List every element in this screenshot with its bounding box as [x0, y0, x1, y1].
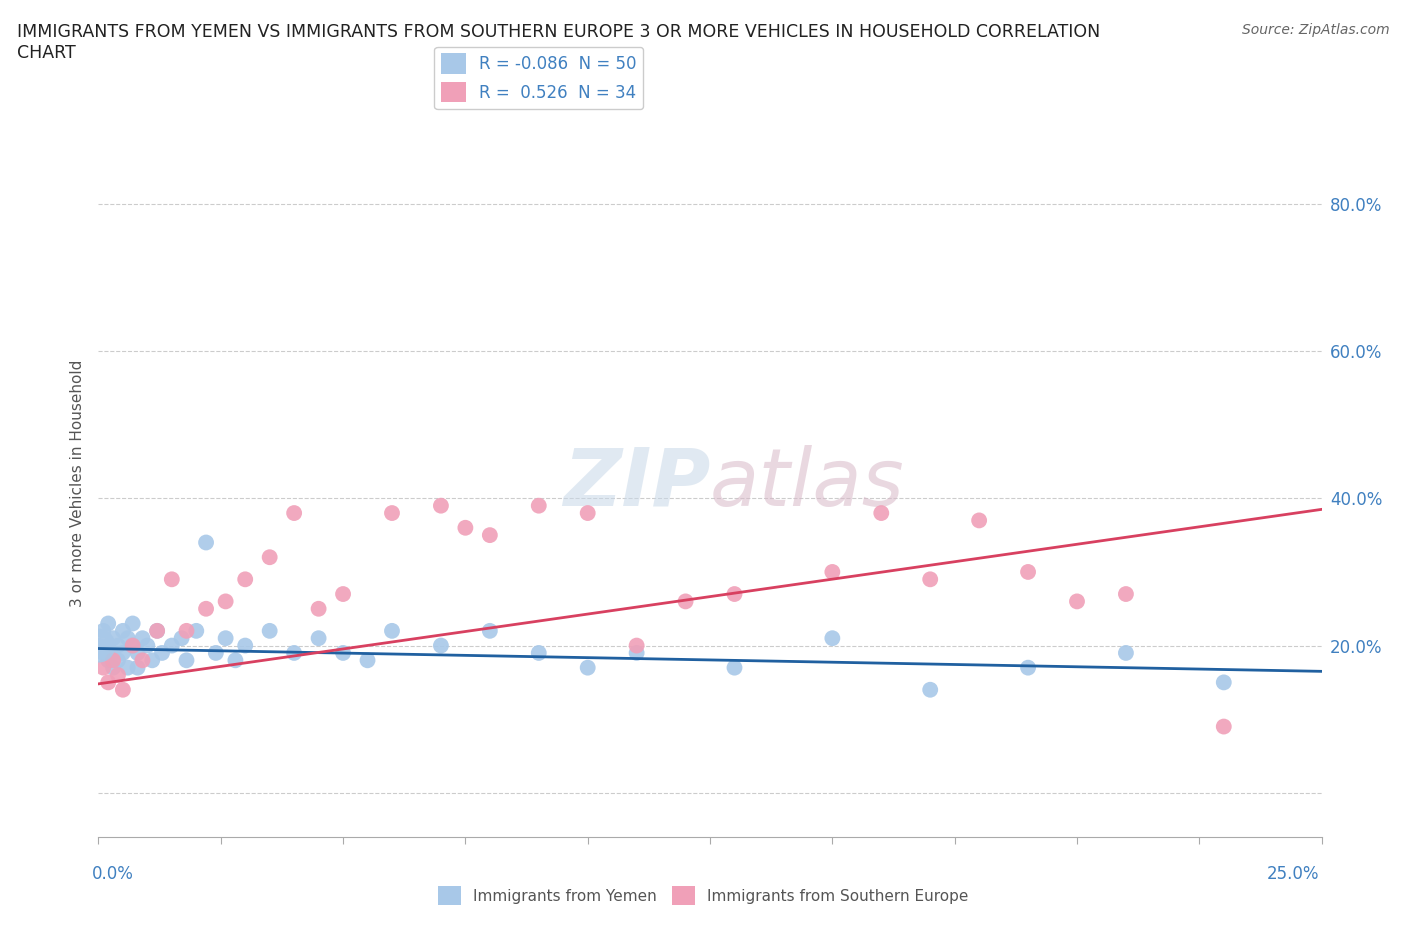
- Point: [356, 653, 378, 668]
- Point: [1115, 587, 1137, 602]
- Point: [332, 587, 354, 602]
- Point: [233, 572, 256, 587]
- Point: [478, 623, 501, 638]
- Point: [205, 645, 228, 660]
- Point: [723, 660, 745, 675]
- Text: Source: ZipAtlas.com: Source: ZipAtlas.com: [1241, 23, 1389, 37]
- Point: [101, 653, 124, 668]
- Point: [454, 521, 477, 536]
- Point: [146, 623, 169, 638]
- Point: [121, 616, 143, 631]
- Point: [117, 660, 139, 675]
- Point: [283, 645, 305, 660]
- Text: IMMIGRANTS FROM YEMEN VS IMMIGRANTS FROM SOUTHERN EUROPE 3 OR MORE VEHICLES IN H: IMMIGRANTS FROM YEMEN VS IMMIGRANTS FROM…: [17, 23, 1099, 62]
- Point: [332, 645, 354, 660]
- Point: [1017, 565, 1039, 579]
- Point: [723, 587, 745, 602]
- Point: [141, 653, 163, 668]
- Text: ZIP: ZIP: [562, 445, 710, 523]
- Point: [107, 638, 129, 653]
- Point: [97, 616, 120, 631]
- Text: atlas: atlas: [710, 445, 905, 523]
- Point: [87, 638, 110, 653]
- Point: [107, 668, 129, 683]
- Point: [121, 638, 143, 653]
- Point: [1115, 645, 1137, 660]
- Point: [259, 550, 281, 565]
- Point: [127, 660, 149, 675]
- Point: [97, 638, 120, 653]
- Point: [170, 631, 193, 645]
- Text: 0.0%: 0.0%: [91, 865, 134, 883]
- Point: [283, 506, 305, 521]
- Point: [527, 498, 550, 513]
- Point: [1212, 719, 1234, 734]
- Point: [430, 498, 453, 513]
- Point: [117, 631, 139, 645]
- Point: [920, 683, 942, 698]
- Legend: R = -0.086  N = 50, R =  0.526  N = 34: R = -0.086 N = 50, R = 0.526 N = 34: [434, 46, 644, 109]
- Y-axis label: 3 or more Vehicles in Household: 3 or more Vehicles in Household: [69, 360, 84, 607]
- Point: [127, 645, 149, 660]
- Point: [1066, 594, 1088, 609]
- Point: [478, 527, 501, 542]
- Point: [259, 623, 281, 638]
- Point: [308, 602, 330, 617]
- Point: [111, 645, 134, 660]
- Point: [1212, 675, 1234, 690]
- Point: [626, 645, 648, 660]
- Point: [224, 653, 246, 668]
- Point: [146, 623, 169, 638]
- Point: [91, 623, 114, 638]
- Point: [233, 638, 256, 653]
- Point: [381, 623, 404, 638]
- Point: [195, 602, 218, 617]
- Point: [1017, 660, 1039, 675]
- Point: [821, 565, 844, 579]
- Point: [121, 638, 143, 653]
- Point: [97, 675, 120, 690]
- Point: [675, 594, 697, 609]
- Point: [920, 572, 942, 587]
- Point: [214, 631, 236, 645]
- Point: [195, 535, 218, 550]
- Point: [101, 631, 124, 645]
- Point: [186, 623, 208, 638]
- Point: [160, 572, 183, 587]
- Point: [967, 513, 990, 528]
- Point: [576, 506, 599, 521]
- Point: [111, 683, 134, 698]
- Point: [136, 638, 159, 653]
- Point: [870, 506, 893, 521]
- Point: [576, 660, 599, 675]
- Point: [160, 638, 183, 653]
- Point: [97, 653, 120, 668]
- Point: [527, 645, 550, 660]
- Point: [101, 660, 124, 675]
- Point: [131, 631, 153, 645]
- Point: [111, 623, 134, 638]
- Point: [101, 645, 124, 660]
- Text: 25.0%: 25.0%: [1267, 865, 1319, 883]
- Point: [214, 594, 236, 609]
- Point: [150, 645, 173, 660]
- Point: [176, 653, 198, 668]
- Point: [176, 623, 198, 638]
- Point: [131, 653, 153, 668]
- Point: [308, 631, 330, 645]
- Point: [430, 638, 453, 653]
- Point: [91, 660, 114, 675]
- Point: [87, 638, 110, 653]
- Point: [626, 638, 648, 653]
- Point: [821, 631, 844, 645]
- Legend: Immigrants from Yemen, Immigrants from Southern Europe: Immigrants from Yemen, Immigrants from S…: [432, 881, 974, 911]
- Point: [91, 645, 114, 660]
- Point: [381, 506, 404, 521]
- Point: [107, 653, 129, 668]
